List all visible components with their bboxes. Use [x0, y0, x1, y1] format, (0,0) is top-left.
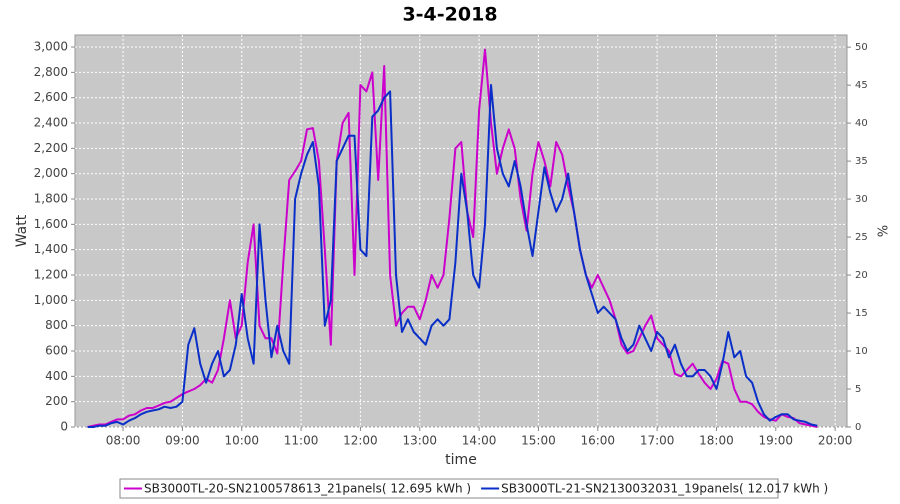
y2-tick-label: 35 [855, 156, 868, 167]
x-tick-label: 15:00 [521, 434, 556, 448]
x-axis-label: time [445, 452, 477, 468]
y2-axis-label: % [874, 225, 889, 237]
y-tick-label: 1,200 [34, 268, 68, 282]
y-tick-label: 2,200 [34, 141, 68, 155]
y-axis-label: Watt [14, 214, 30, 247]
y2-tick-label: 10 [855, 346, 868, 357]
y2-tick-label: 30 [855, 194, 868, 205]
y-tick-label: 2,000 [34, 166, 68, 180]
y-tick-label: 1,400 [34, 242, 68, 256]
chart-title: 3-4-2018 [402, 4, 497, 26]
series-line [87, 84, 818, 428]
x-tick-label: 08:00 [106, 434, 141, 448]
series-line [87, 48, 818, 428]
x-tick-label: 10:00 [224, 434, 259, 448]
y2-tick-label: 45 [855, 80, 868, 91]
y2-tick-label: 0 [855, 422, 861, 433]
y-tick-label: 800 [45, 318, 68, 332]
x-tick-label: 13:00 [402, 434, 437, 448]
x-tick-label: 18:00 [699, 434, 734, 448]
y-tick-label: 3,000 [34, 40, 68, 54]
y-tick-label: 2,400 [34, 116, 68, 130]
x-tick-label: 16:00 [580, 434, 615, 448]
y-tick-label: 2,600 [34, 90, 68, 104]
plot-area [74, 34, 848, 428]
y-tick-label: 2,800 [34, 65, 68, 79]
y2-tick-label: 50 [855, 42, 868, 53]
y-tick-label: 200 [45, 394, 68, 408]
x-tick-label: 20:00 [818, 434, 853, 448]
x-tick-label: 14:00 [462, 434, 497, 448]
legend-label: SB3000TL-20-SN2100578613_21panels( 12.69… [144, 482, 471, 496]
y2-tick-label: 5 [855, 384, 861, 395]
y-tick-label: 600 [45, 344, 68, 358]
y-tick-label: 400 [45, 369, 68, 383]
y2-tick-label: 20 [855, 270, 868, 281]
x-tick-label: 11:00 [284, 434, 319, 448]
y2-tick-label: 40 [855, 118, 868, 129]
y-tick-label: 1,800 [34, 192, 68, 206]
y2-tick-label: 15 [855, 308, 868, 319]
legend-label: SB3000TL-21-SN2130032031_19panels( 12.01… [501, 482, 828, 496]
y2-tick-label: 25 [855, 232, 868, 243]
y-tick-label: 1,600 [34, 217, 68, 231]
x-tick-label: 19:00 [758, 434, 793, 448]
legend [119, 478, 779, 499]
x-tick-label: 17:00 [640, 434, 675, 448]
y-tick-label: 0 [60, 420, 68, 434]
y-tick-label: 1,000 [34, 293, 68, 307]
x-tick-label: 12:00 [343, 434, 378, 448]
x-tick-label: 09:00 [165, 434, 200, 448]
